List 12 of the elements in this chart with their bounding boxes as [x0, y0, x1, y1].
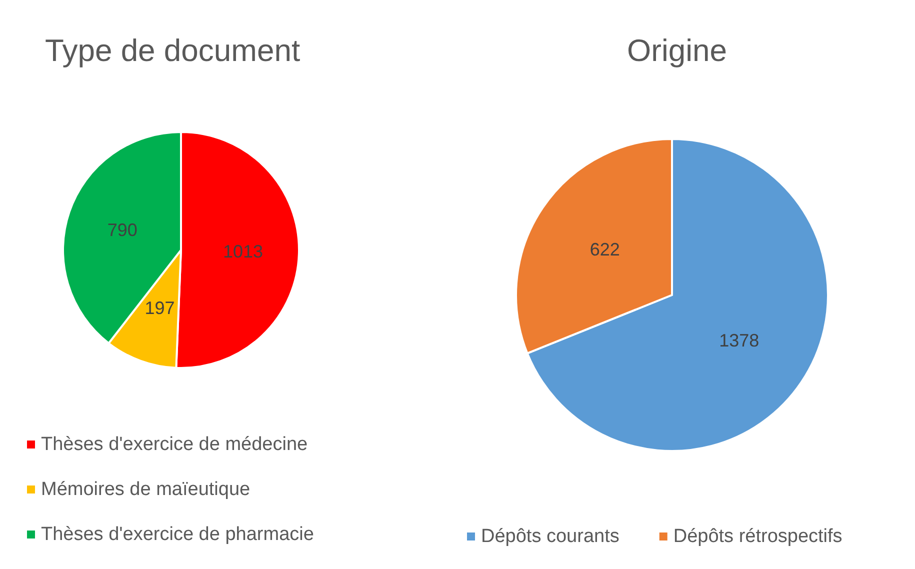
chart-title: Type de document — [45, 33, 300, 68]
data-label: 1378 — [719, 330, 760, 350]
data-label: 197 — [144, 298, 175, 318]
chart-title: Origine — [627, 33, 727, 68]
legend-label: Mémoires de maïeutique — [41, 479, 250, 500]
data-label: 790 — [107, 220, 138, 240]
data-label: 1013 — [222, 241, 264, 262]
legend-label: Thèses d'exercice de médecine — [41, 434, 308, 455]
legend-label: Dépôts courants — [481, 526, 620, 547]
data-label: 622 — [590, 240, 620, 260]
legend-label: Thèses d'exercice de pharmacie — [41, 524, 314, 545]
legend-label: Dépôts rétrospectifs — [673, 526, 842, 547]
